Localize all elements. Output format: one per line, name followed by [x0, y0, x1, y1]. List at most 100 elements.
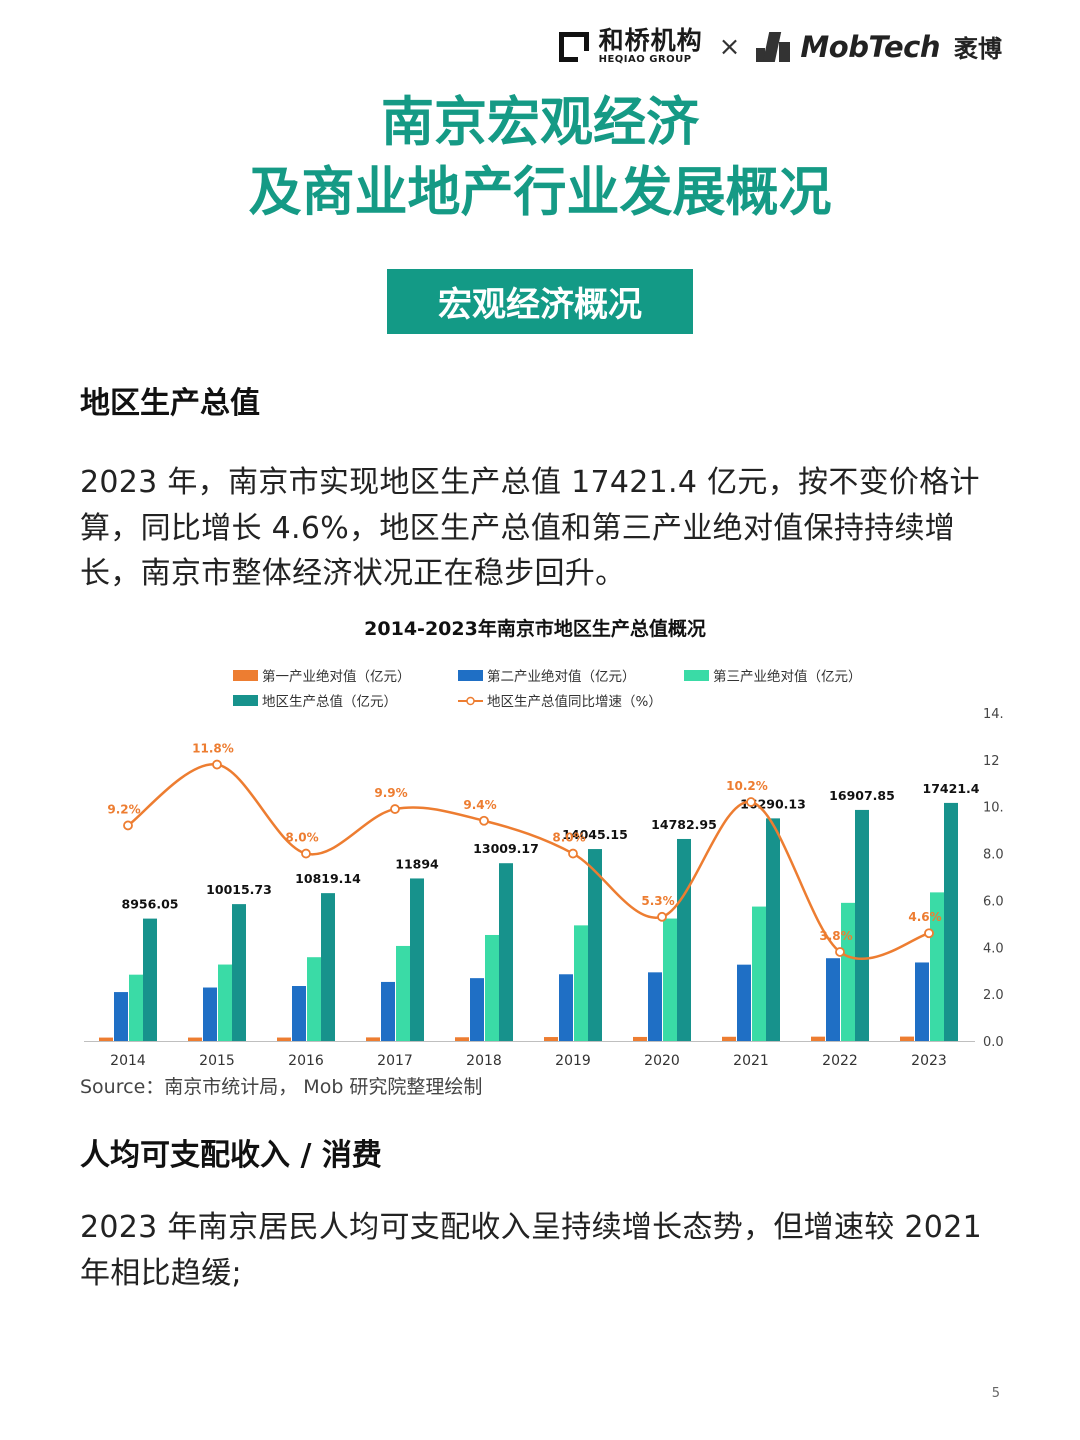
bar-2015-s2 — [218, 964, 232, 1041]
header-logos: 和桥机构 HEQIAO GROUP × MobTech 袤博 — [558, 28, 1002, 65]
heqiao-brand-en: HEQIAO GROUP — [598, 54, 692, 65]
x-tick-label: 2022 — [822, 1053, 858, 1069]
bar-2023-s2 — [930, 892, 944, 1041]
bar-2019-s3 — [588, 849, 602, 1041]
y-right-tick-label: 12 — [983, 754, 1000, 769]
bar-2023-s0 — [900, 1036, 914, 1041]
growth-point-2017 — [390, 804, 400, 814]
bar-2014-s2 — [129, 974, 143, 1041]
x-tick-label: 2021 — [733, 1053, 769, 1069]
bar-2017-s1 — [381, 981, 395, 1041]
page-number: 5 — [991, 1386, 1000, 1401]
gdp-value-label: 16907.85 — [829, 788, 895, 803]
growth-value-label: 10.2% — [726, 779, 768, 793]
page-title: 南京宏观经济 及商业地产行业发展概况 — [0, 88, 1080, 228]
growth-point-2016 — [301, 848, 311, 859]
gdp-value-label: 10819.14 — [295, 871, 361, 886]
y-right-tick-label: 2.0 — [983, 988, 1004, 1003]
bar-2022-s0 — [811, 1036, 825, 1041]
growth-value-label: 9.4% — [463, 798, 496, 812]
bar-2023-s3 — [944, 802, 958, 1041]
bar-2019-s0 — [544, 1037, 558, 1041]
growth-value-label: 9.2% — [107, 802, 140, 816]
heqiao-logo-icon — [558, 31, 589, 62]
bar-2018-s1 — [470, 978, 484, 1041]
growth-point-2020 — [657, 911, 667, 922]
section1-heading: 地区生产总值 — [80, 386, 260, 421]
y-right-tick-label: 0.0 — [983, 1035, 1004, 1050]
source-note: Source：南京市统计局， Mob 研究院整理绘制 — [80, 1076, 483, 1098]
legend-swatch-3 — [233, 695, 258, 706]
bar-2019-s1 — [559, 974, 573, 1041]
x-tick-label: 2016 — [288, 1053, 324, 1069]
growth-rate-line — [127, 763, 930, 960]
growth-point-2015 — [212, 759, 222, 770]
section2-heading: 人均可支配收入 / 消费 — [80, 1138, 382, 1173]
growth-value-label: 5.3% — [641, 894, 674, 908]
x-tick-label: 2015 — [199, 1053, 235, 1069]
bar-2014-s1 — [114, 992, 128, 1041]
bar-2015-s3 — [232, 904, 246, 1041]
growth-point-2021 — [746, 797, 756, 807]
growth-point-2018 — [479, 815, 489, 826]
x-tick-label: 2017 — [377, 1053, 413, 1069]
legend-label: 第二产业绝对值（亿元） — [487, 668, 636, 685]
gdp-value-label: 16290.13 — [740, 796, 806, 811]
bar-2017-s2 — [396, 945, 410, 1041]
growth-point-2022 — [835, 947, 845, 957]
bar-2022-s3 — [855, 809, 869, 1041]
y-right-tick-label: 10. — [983, 801, 1004, 816]
gdp-value-label: 11894 — [395, 856, 439, 871]
legend-swatch-0 — [233, 670, 258, 681]
mobtech-brand-cn: 袤博 — [954, 35, 1002, 63]
growth-value-label: 8.0% — [285, 831, 318, 845]
bar-2015-s0 — [188, 1037, 202, 1041]
gdp-value-label: 14782.95 — [651, 817, 717, 832]
bar-2023-s1 — [915, 962, 929, 1041]
y-right-tick-label: 14. — [983, 707, 1004, 722]
bar-2019-s2 — [574, 925, 588, 1041]
x-tick-label: 2020 — [644, 1053, 680, 1069]
bar-2021-s1 — [737, 964, 751, 1041]
x-tick-label: 2023 — [911, 1053, 947, 1069]
legend-label: 第三产业绝对值（亿元） — [713, 668, 862, 685]
growth-point-2014 — [123, 820, 133, 831]
x-tick-label: 2014 — [110, 1053, 146, 1069]
bar-2020-s3 — [677, 838, 691, 1041]
growth-value-label: 11.8% — [192, 742, 234, 756]
y-right-tick-label: 8.0 — [983, 848, 1004, 863]
gdp-value-label: 13009.17 — [473, 841, 539, 856]
legend-label: 第一产业绝对值（亿元） — [262, 668, 411, 685]
heqiao-brand: 和桥机构 HEQIAO GROUP — [599, 28, 703, 65]
bar-2020-s0 — [633, 1036, 647, 1041]
section2-body: 2023 年南京居民人均可支配收入呈持续增长态势，但增速较 2021 年相比趋缓… — [80, 1210, 982, 1291]
bar-2015-s1 — [203, 987, 217, 1041]
growth-value-label: 8.0% — [552, 831, 585, 845]
bar-2020-s2 — [663, 918, 677, 1041]
growth-point-2023 — [924, 928, 934, 939]
y-right-tick-label: 6.0 — [983, 894, 1004, 909]
bar-2021-s2 — [752, 906, 766, 1041]
mobtech-brand: MobTech — [800, 29, 940, 64]
page-title-line1: 南京宏观经济 — [381, 92, 699, 153]
chart-title: 2014-2023年南京市地区生产总值概况 — [364, 617, 706, 640]
bar-2021-s0 — [722, 1036, 736, 1041]
bar-2016-s3 — [321, 893, 335, 1041]
section-badge: 宏观经济概况 — [387, 269, 693, 334]
bar-2016-s0 — [277, 1037, 291, 1041]
legend-swatch-1 — [458, 670, 483, 681]
bar-2014-s3 — [143, 918, 157, 1041]
growth-value-label: 4.6% — [908, 910, 941, 924]
bar-2020-s1 — [648, 972, 662, 1041]
y-right-tick-label: 4.0 — [983, 941, 1004, 956]
bar-2017-s0 — [366, 1037, 380, 1041]
gdp-value-label: 8956.05 — [122, 897, 179, 912]
gdp-value-label: 17421.4 — [923, 781, 980, 796]
bar-2021-s3 — [766, 818, 780, 1041]
gdp-value-label: 14045.15 — [562, 827, 628, 842]
heqiao-brand-cn: 和桥机构 — [598, 26, 703, 55]
x-tick-label: 2019 — [555, 1053, 591, 1069]
bar-2017-s3 — [410, 878, 424, 1041]
bar-2014-s0 — [99, 1037, 113, 1041]
section1-body: 2023 年，南京市实现地区生产总值 17421.4 亿元，按不变价格计算，同比… — [80, 465, 980, 591]
